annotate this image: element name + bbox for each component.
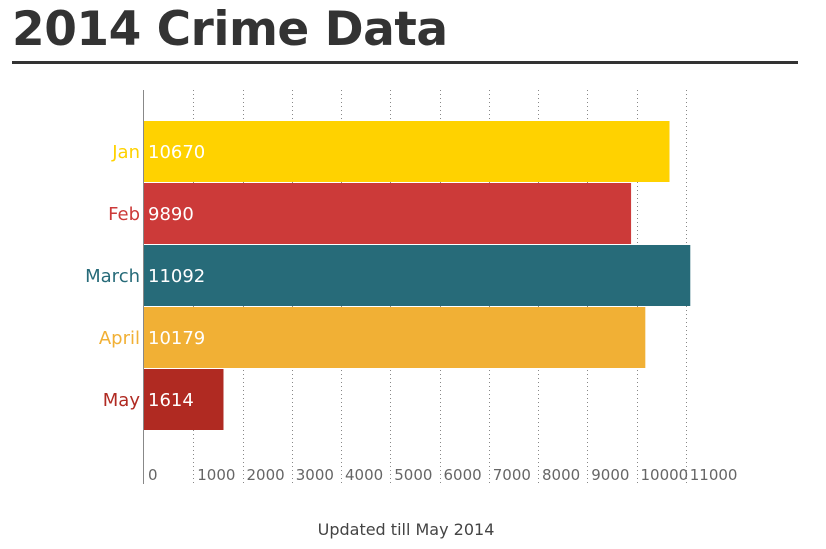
category-label: Feb bbox=[108, 204, 140, 225]
category-label: April bbox=[99, 328, 140, 349]
value-label: 1614 bbox=[148, 390, 194, 411]
footnote: Updated till May 2014 bbox=[317, 520, 495, 539]
x-tick-label: 1000 bbox=[197, 466, 235, 484]
x-tick-label: 6000 bbox=[444, 466, 482, 484]
bar bbox=[144, 369, 224, 430]
bar bbox=[144, 183, 632, 244]
x-tick-label: 4000 bbox=[345, 466, 383, 484]
chart-title: 2014 Crime Data bbox=[12, 2, 448, 57]
bar bbox=[144, 245, 691, 306]
bar bbox=[144, 307, 646, 368]
value-label: 10670 bbox=[148, 142, 205, 163]
value-label: 11092 bbox=[148, 266, 205, 287]
bar bbox=[144, 121, 670, 182]
x-tick-label: 3000 bbox=[296, 466, 334, 484]
x-tick-label: 5000 bbox=[394, 466, 432, 484]
x-tick-label: 2000 bbox=[247, 466, 285, 484]
category-label: May bbox=[103, 390, 141, 411]
x-tick-label: 11000 bbox=[690, 466, 738, 484]
category-label: Jan bbox=[111, 142, 140, 163]
x-tick-label: 8000 bbox=[542, 466, 580, 484]
x-tick-label: 0 bbox=[148, 466, 158, 484]
title-underline bbox=[12, 61, 798, 64]
x-tick-label: 10000 bbox=[641, 466, 689, 484]
value-label: 10179 bbox=[148, 328, 205, 349]
x-tick-label: 9000 bbox=[591, 466, 629, 484]
category-label: March bbox=[85, 266, 140, 287]
value-label: 9890 bbox=[148, 204, 194, 225]
x-tick-label: 7000 bbox=[493, 466, 531, 484]
